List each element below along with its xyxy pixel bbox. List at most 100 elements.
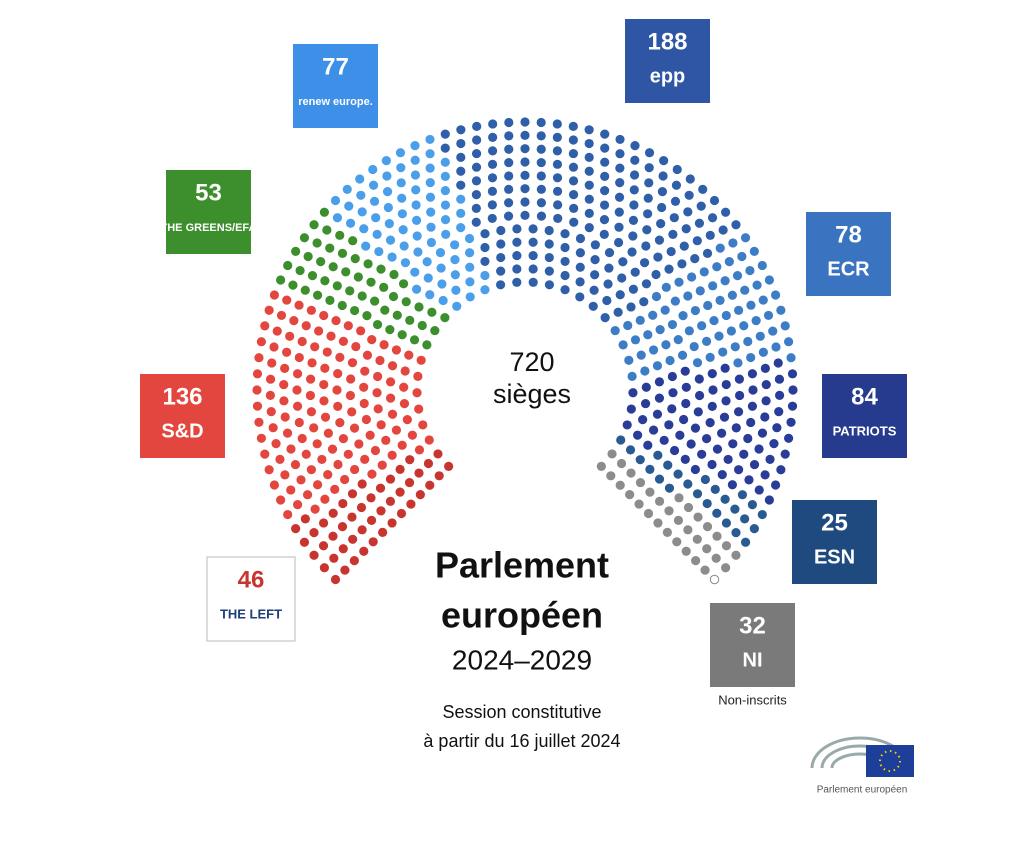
seat: [357, 479, 367, 489]
seat: [338, 544, 348, 554]
seat: [681, 224, 691, 234]
seat: [648, 425, 659, 435]
seat: [528, 277, 538, 287]
seat: [760, 363, 770, 373]
seat: [411, 185, 421, 195]
seat: [760, 412, 770, 422]
seat: [677, 350, 688, 360]
seat: [786, 353, 796, 363]
seat: [787, 401, 798, 411]
seat: [712, 444, 723, 454]
seat: [651, 291, 662, 302]
seat: [488, 132, 498, 142]
seat: [450, 240, 460, 250]
subtitle: Session constitutive: [442, 702, 601, 722]
seat: [678, 311, 688, 321]
seat: [739, 449, 749, 459]
seat: [254, 353, 264, 363]
seat: [709, 195, 720, 206]
seat: [512, 224, 522, 234]
seat: [584, 194, 594, 204]
seat: [769, 439, 779, 449]
seat: [761, 396, 771, 406]
seat: [343, 449, 353, 459]
seat: [701, 434, 712, 444]
seat: [721, 396, 731, 406]
seat: [584, 152, 594, 162]
seat: [480, 229, 490, 239]
seat: [296, 475, 306, 485]
seat: [440, 200, 451, 210]
seat: [788, 385, 798, 395]
seat: [280, 363, 290, 373]
seat: [607, 449, 617, 459]
seat: [712, 262, 722, 272]
seat: [412, 231, 422, 241]
seat: [410, 155, 420, 165]
seat: [615, 163, 625, 173]
seat: [496, 239, 506, 249]
seat: [630, 267, 640, 277]
seat: [340, 474, 350, 485]
seat: [717, 428, 727, 438]
seat: [422, 257, 432, 267]
seat: [600, 312, 610, 323]
seat: [371, 213, 381, 223]
group-name: ECR: [827, 258, 870, 280]
seat: [728, 238, 738, 248]
seat: [373, 404, 383, 414]
group-seats: 46: [238, 566, 265, 593]
seat: [684, 326, 694, 336]
seat: [283, 260, 293, 271]
seat: [771, 342, 781, 352]
seat: [740, 233, 751, 243]
seat: [328, 262, 338, 272]
seat: [252, 401, 263, 411]
seat: [427, 307, 437, 317]
seat: [300, 285, 310, 295]
seat: [683, 502, 694, 513]
group-box: [822, 374, 907, 458]
seat: [340, 565, 350, 575]
seat: [376, 264, 386, 274]
seat: [536, 184, 546, 194]
seat: [314, 326, 324, 336]
seat: [320, 363, 330, 373]
seat: [435, 247, 446, 258]
seat: [552, 132, 562, 142]
seat: [615, 480, 625, 490]
seat: [332, 281, 342, 291]
seat: [702, 248, 713, 258]
seat: [780, 321, 790, 331]
seat: [319, 207, 329, 217]
seat: [279, 396, 289, 406]
seat: [623, 320, 633, 331]
seat: [264, 305, 274, 315]
seat: [504, 131, 514, 141]
seat: [749, 459, 760, 470]
seat: [634, 499, 644, 509]
seat: [254, 417, 264, 427]
seat: [345, 390, 356, 401]
group-name: ESN: [814, 546, 855, 568]
group-name: epp: [650, 65, 686, 87]
seat: [265, 390, 275, 401]
seat: [343, 321, 353, 331]
seat: [692, 236, 702, 246]
group-seats: 25: [821, 509, 848, 536]
seat: [385, 377, 396, 387]
seat: [267, 358, 277, 368]
seat: [668, 388, 678, 398]
seat: [456, 166, 466, 176]
seat: [645, 487, 655, 497]
seat: [692, 489, 703, 499]
seat: [373, 371, 383, 382]
seat: [744, 475, 754, 485]
seat: [544, 280, 555, 290]
seat: [413, 371, 423, 381]
seat: [536, 198, 546, 208]
seat: [679, 414, 689, 425]
seat: [745, 265, 755, 276]
seat: [348, 534, 358, 544]
